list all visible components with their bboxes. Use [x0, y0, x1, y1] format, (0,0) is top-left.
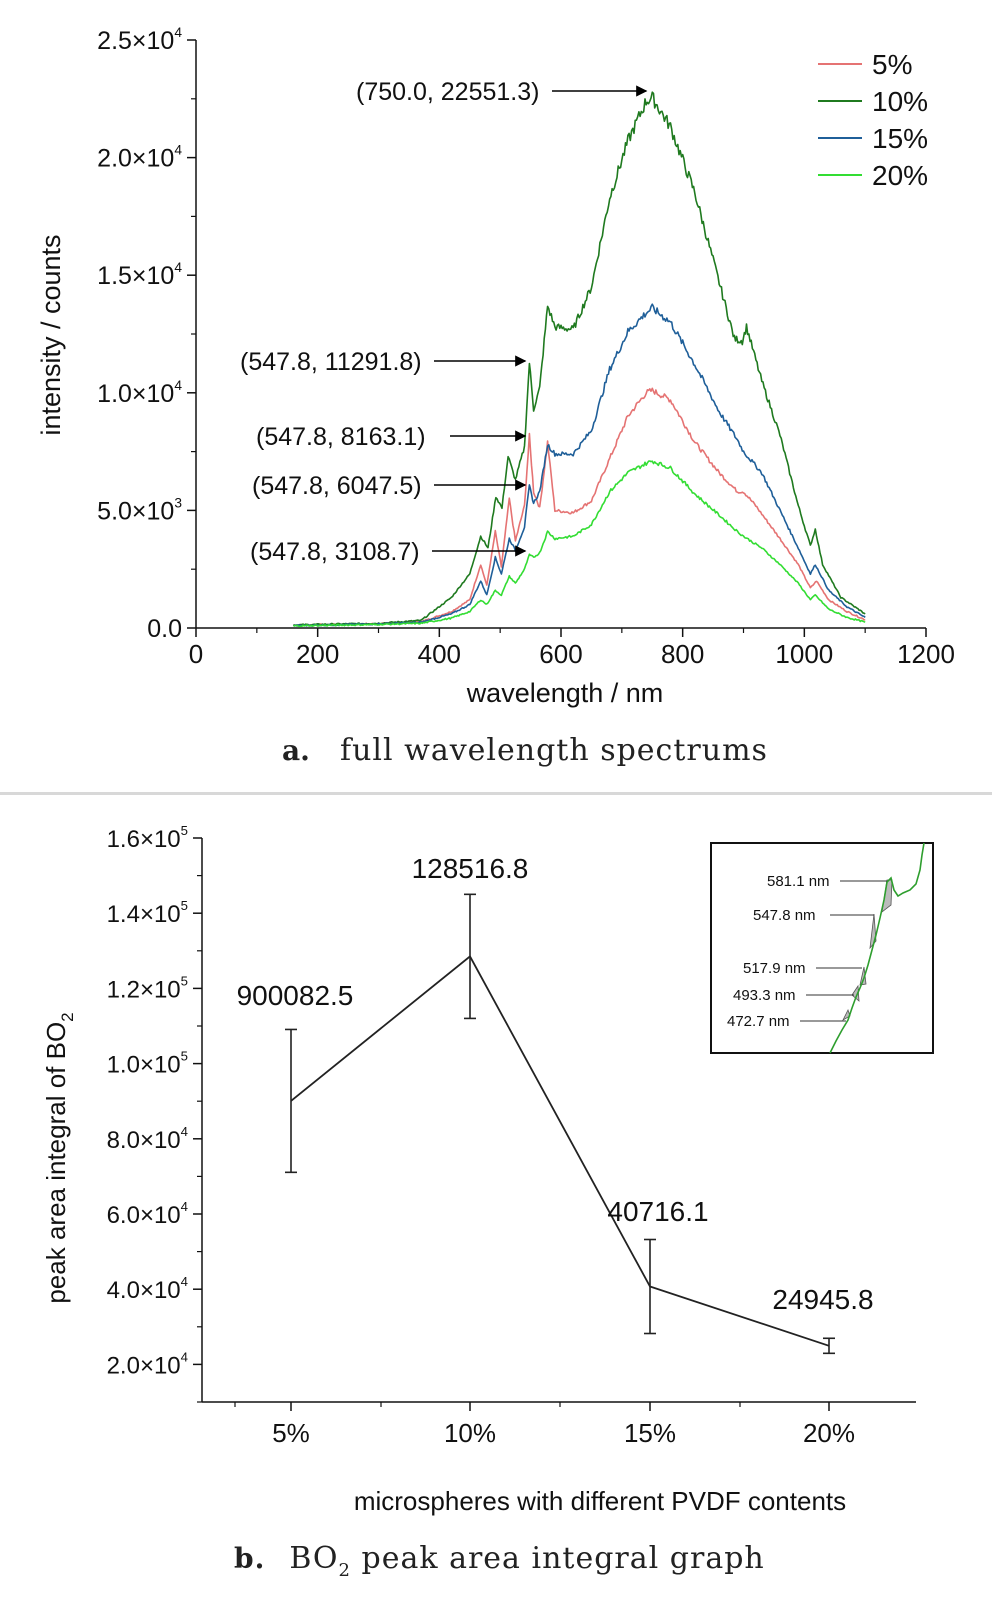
peak-area-y-tick-label-mantissa: 1.2×10: [107, 976, 181, 1003]
spectrum-series-group: [292, 91, 866, 628]
legend-label-5pct: 5%: [872, 49, 912, 80]
peak-area-y-tick-label-mantissa: 4.0×10: [107, 1277, 181, 1304]
peak-area-y-tick-label-mantissa: 1.0×10: [107, 1052, 181, 1079]
legend-label-15pct: 15%: [872, 123, 928, 154]
spectrum-legend: 5% 10% 15% 20%: [818, 49, 928, 191]
peak-area-y-tick-label: 1.0×105: [107, 1049, 188, 1079]
peak-area-y-tick-label-exponent: 4: [181, 1199, 188, 1214]
spectrum-series-20pct: [293, 460, 866, 628]
spectrum-y-tick-label-mantissa: 2.0×10: [97, 145, 174, 173]
peak-area-y-tick-label-mantissa: 1.4×10: [107, 901, 181, 928]
inset-peak-label: 517.9 nm: [743, 960, 806, 977]
peak-area-y-tick-label-exponent: 5: [181, 898, 188, 913]
spectrum-y-tick-label-mantissa: 1.0×10: [97, 380, 174, 408]
spectrum-y-tick-label-exponent: 3: [174, 495, 182, 510]
legend-label-10pct: 10%: [872, 86, 928, 117]
inset-peak-label: 547.8 nm: [753, 907, 816, 924]
spectrum-y-axis-label: intensity / counts: [36, 234, 66, 435]
peak-area-y-tick-label-mantissa: 8.0×10: [107, 1127, 181, 1154]
peak-area-y-tick-label-exponent: 5: [181, 823, 188, 838]
panel-b-caption-sub: 2: [339, 1560, 351, 1581]
peak-area-value-label: 40716.1: [607, 1196, 708, 1227]
peak-area-value-label: 900082.5: [237, 980, 354, 1011]
spectrum-x-axis-label: wavelength / nm: [466, 678, 664, 708]
spectrum-x-tick-label: 200: [296, 639, 339, 669]
spectrum-y-tick-label: 5.0×103: [97, 495, 182, 525]
spectrum-axes: 0 200 400 600 800 1000 12000.05.0×1031.0×1041.…: [97, 25, 955, 669]
peak-area-x-tick-label: 10%: [444, 1418, 496, 1448]
annotation-label: (547.8, 8163.1): [256, 423, 426, 451]
peak-area-y-tick-label: 8.0×104: [107, 1124, 188, 1154]
peak-area-axes: 2.0×1044.0×1046.0×1048.0×1041.0×1051.2×1…: [107, 823, 916, 1448]
annotation-label: (750.0, 22551.3): [356, 78, 539, 106]
peak-area-y-tick-label-exponent: 5: [181, 973, 188, 988]
inset-frame: [710, 842, 934, 1054]
inset-peak-label: 472.7 nm: [727, 1013, 790, 1030]
peak-area-value-label: 128516.8: [412, 853, 529, 884]
spectrum-y-tick-label-exponent: 4: [174, 378, 182, 393]
peak-area-y-tick-label: 1.4×105: [107, 898, 188, 928]
peak-area-value-label: 24945.8: [772, 1284, 873, 1315]
spectrum-y-tick-label-mantissa: 5.0×10: [97, 497, 174, 525]
inset-peak-fill: [842, 1008, 851, 1022]
spectrum-y-tick-label: 1.0×104: [97, 378, 182, 408]
peak-area-y-tick-label-mantissa: 2.0×10: [107, 1352, 181, 1379]
annotation-label: (547.8, 11291.8): [240, 348, 422, 376]
peak-area-x-tick-label: 20%: [803, 1418, 855, 1448]
spectrum-x-tick-label: 600: [539, 639, 582, 669]
legend-label-20pct: 20%: [872, 160, 928, 191]
spectrum-x-tick-label: 1000: [775, 639, 833, 669]
peak-area-y-label-sub: 2: [58, 1012, 77, 1021]
spectrum-y-tick-label-exponent: 4: [174, 143, 182, 158]
spectrum-y-tick-label-mantissa: 2.5×10: [97, 27, 174, 55]
spectrum-annotations: (750.0, 22551.3) (547.8, 11291.8) (547.8, …: [240, 78, 648, 566]
peak-area-line: [290, 955, 830, 1347]
peak-area-x-tick-label: 5%: [272, 1418, 310, 1448]
peak-area-y-tick-label: 1.6×105: [107, 823, 188, 853]
spectrum-chart: 0 200 400 600 800 1000 12000.05.0×1031.0×1041.…: [36, 25, 955, 768]
panel-b-caption-pre: BO: [289, 1541, 338, 1576]
annotation-label: (547.8, 3108.7): [250, 538, 420, 566]
spectrum-y-tick-label: 1.5×104: [97, 260, 182, 290]
spectrum-y-tick-label: 2.0×104: [97, 143, 182, 173]
peak-area-y-tick-label-exponent: 5: [181, 1049, 188, 1064]
spectrum-y-tick-label: 2.5×104: [97, 25, 182, 55]
annotation-label: (547.8, 6047.5): [252, 472, 422, 500]
panel-b-caption-letter: b.: [234, 1542, 265, 1575]
inset-spectrum-line: [829, 842, 925, 1054]
peak-area-y-tick-label: 4.0×104: [107, 1274, 188, 1304]
peak-area-y-tick-label: 1.2×105: [107, 973, 188, 1003]
peak-area-x-axis-label: microspheres with different PVDF content…: [354, 1486, 846, 1516]
spectrum-y-tick-label: 0.0: [147, 615, 182, 643]
panel-a-caption-letter: a.: [282, 734, 310, 767]
spectrum-y-tick-label-mantissa: 1.5×10: [97, 262, 174, 290]
peak-area-y-tick-label-mantissa: 1.6×10: [107, 826, 181, 853]
peak-area-y-tick-label-mantissa: 6.0×10: [107, 1202, 181, 1229]
panel-divider: [0, 792, 992, 795]
peak-area-y-label-main: peak area integral of BO: [41, 1022, 71, 1304]
peak-area-y-axis-label: peak area integral of BO2: [41, 1012, 77, 1303]
spectrum-x-tick-label: 0: [189, 639, 203, 669]
peak-area-y-tick-label: 6.0×104: [107, 1199, 188, 1229]
spectrum-x-tick-label: 400: [418, 639, 461, 669]
inset-peak-label: 493.3 nm: [733, 987, 796, 1004]
inset-peak-label: 581.1 nm: [767, 873, 830, 890]
peak-area-inset: 581.1 nm 547.8 nm 517.9 nm 493.3 nm 472.7 nm: [710, 842, 934, 1054]
spectrum-x-tick-label: 800: [661, 639, 704, 669]
spectrum-y-tick-label-exponent: 4: [174, 25, 182, 40]
peak-area-y-tick-label-exponent: 4: [181, 1124, 188, 1139]
panel-b-caption-post: peak area integral graph: [351, 1541, 765, 1576]
spectrum-x-tick-label: 1200: [897, 639, 955, 669]
peak-area-y-tick-label-exponent: 4: [181, 1274, 188, 1289]
peak-area-series: 900082.5 128516.8 40716.1 24945.8: [237, 853, 874, 1355]
peak-area-y-tick-label-exponent: 4: [181, 1349, 188, 1364]
peak-area-chart: 2.0×1044.0×1046.0×1048.0×1041.0×1051.2×1…: [41, 823, 934, 1581]
peak-area-x-tick-label: 15%: [624, 1418, 676, 1448]
peak-area-y-tick-label: 2.0×104: [107, 1349, 188, 1379]
spectrum-series-10pct: [293, 91, 866, 627]
spectrum-y-tick-label-exponent: 4: [174, 260, 182, 275]
panel-b-caption: b. BO2 peak area integral graph: [234, 1541, 765, 1581]
panel-a-caption-text: full wavelength spectrums: [340, 733, 768, 768]
